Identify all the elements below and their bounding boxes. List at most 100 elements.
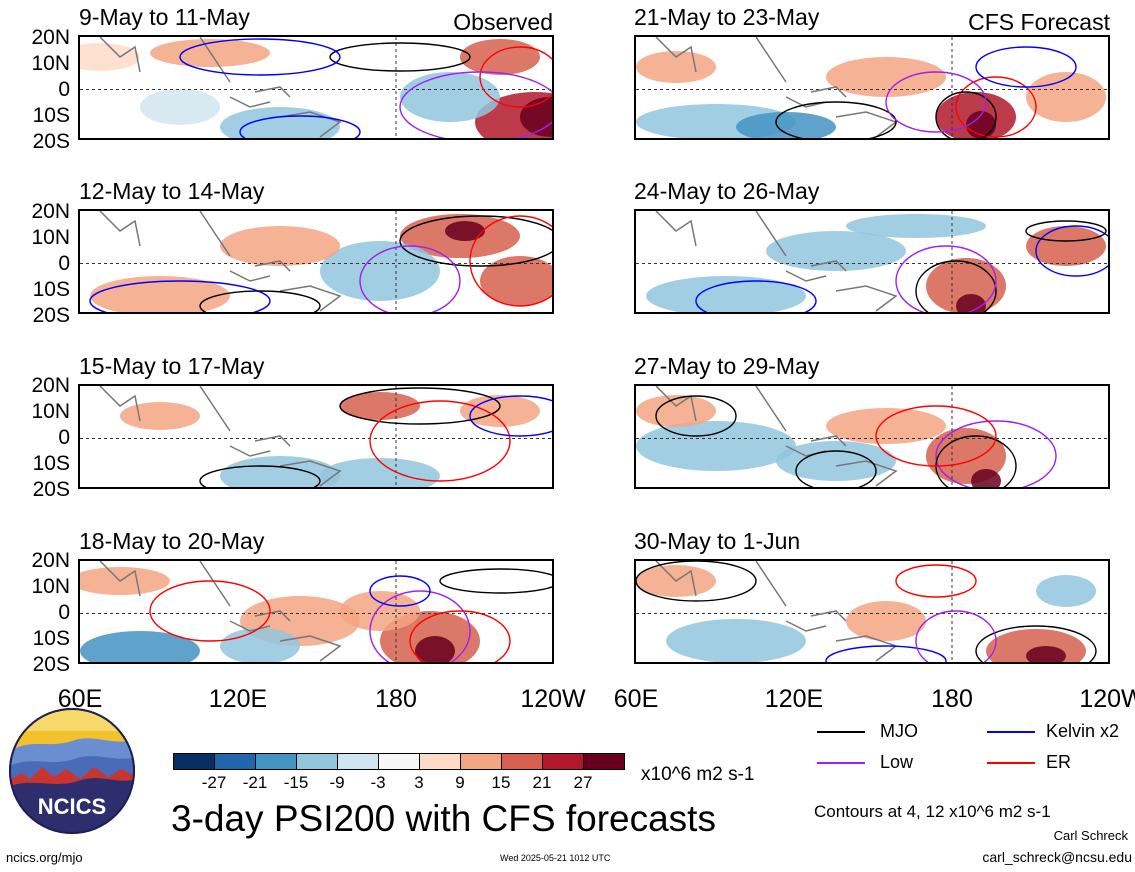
footer-url: ncics.org/mjo [6, 850, 83, 865]
contour-line [895, 245, 997, 312]
x-tick-label: 120E [764, 685, 824, 713]
contour-line [935, 91, 997, 138]
contour-line [369, 400, 511, 482]
contour-line [369, 590, 471, 662]
colorbar-swatch [542, 753, 584, 770]
x-tick-label: 60E [613, 685, 659, 713]
anomaly-shading [320, 458, 440, 487]
legend-mjo-line [817, 731, 865, 733]
y-tick-label: 10N [31, 52, 70, 75]
panel-title-2: 12-May to 14-May [79, 178, 265, 204]
map-panel-1 [78, 35, 554, 140]
contour-line [975, 625, 1097, 662]
colorbar-tick-label: -15 [283, 773, 309, 792]
colorbar-swatch [214, 753, 256, 770]
coastline [655, 386, 898, 487]
y-tick-label: 20N [31, 374, 70, 397]
contour-line [1025, 220, 1107, 242]
panel-title-4: 18-May to 20-May [79, 528, 265, 554]
y-tick-label: 0 [58, 426, 70, 449]
colorbar-swatch [173, 753, 215, 770]
colorbar-tick-label: 15 [491, 773, 511, 792]
forecast-label: CFS Forecast [968, 9, 1110, 35]
y-tick-label: 10N [31, 575, 70, 598]
coastline [99, 386, 342, 487]
anomaly-shading [1036, 575, 1096, 607]
coastline [655, 561, 898, 662]
legend-kelvin-line [987, 731, 1035, 733]
contour-line [935, 420, 1057, 487]
colorbar-swatch [501, 753, 543, 770]
coastline [99, 37, 342, 138]
contour-line [875, 405, 997, 467]
contour-line [915, 260, 997, 312]
colorbar-tick-label: -21 [242, 773, 268, 792]
y-tick-label: 10S [32, 278, 70, 301]
map-svg [80, 211, 552, 312]
colorbar-swatch [296, 753, 338, 770]
map-svg [80, 561, 552, 662]
contour-line [149, 580, 271, 642]
contour-line [399, 71, 552, 138]
y-tick-label: 20S [32, 478, 70, 501]
anomaly-shading [736, 112, 836, 138]
contour-line [239, 115, 361, 138]
anomaly-shading [826, 408, 946, 444]
contour-line [439, 568, 552, 594]
legend-er-line [987, 762, 1035, 764]
contour-line [469, 395, 552, 437]
legend-low-label: Low [880, 752, 914, 772]
anomaly-shading [1026, 646, 1066, 662]
colorbar-swatch [460, 753, 502, 770]
anomaly-shading [1026, 72, 1106, 122]
anomaly-shading [140, 89, 220, 125]
anomaly-shading [220, 226, 340, 266]
footer-timestamp: Wed 2025-05-21 1012 UTC [500, 853, 611, 863]
anomaly-shading [415, 636, 455, 662]
coastline [99, 211, 342, 312]
map-svg [80, 386, 552, 487]
footer-author: Carl Schreck [1053, 828, 1128, 843]
anomaly-shading [971, 469, 1001, 487]
anomaly-shading [846, 601, 926, 641]
logo-text: NCICS [38, 794, 106, 819]
map-svg [636, 37, 1108, 138]
contour-line [369, 575, 431, 607]
colorbar-swatch [337, 753, 379, 770]
observed-label: Observed [453, 9, 553, 35]
contour-line [469, 215, 552, 307]
colorbar-swatch [378, 753, 420, 770]
anomaly-shading [340, 591, 420, 631]
y-tick-label: 10S [32, 104, 70, 127]
map-panel-6 [634, 209, 1110, 314]
anomaly-shading [826, 57, 946, 97]
map-svg [636, 561, 1108, 662]
colorbar-tick-label: -3 [370, 773, 386, 792]
colorbar-swatch [419, 753, 461, 770]
contour-line [975, 46, 1077, 88]
legend-mjo-label: MJO [880, 721, 918, 741]
map-svg [636, 211, 1108, 312]
anomaly-shading [120, 402, 200, 430]
panel-title-8: 30-May to 1-Jun [634, 528, 801, 554]
anomaly-shading [776, 441, 896, 481]
anomaly-shading [445, 221, 485, 241]
anomaly-shading [636, 395, 716, 427]
map-svg [636, 386, 1108, 487]
map-panel-3 [78, 384, 554, 489]
coastline [655, 37, 898, 138]
contour-line [825, 645, 947, 662]
footer-email: carl_schreck@ncsu.edu [982, 849, 1132, 865]
y-tick-label: 20N [31, 200, 70, 223]
contour-line [479, 46, 552, 108]
x-tick-label: 60E [57, 685, 103, 713]
anomaly-shading [1026, 226, 1106, 266]
map-panel-2 [78, 209, 554, 314]
map-panel-8 [634, 559, 1110, 664]
panel-title-7: 27-May to 29-May [634, 353, 820, 379]
anomaly-shading [80, 631, 200, 662]
y-tick-label: 10N [31, 400, 70, 423]
colorbar-tick-label: 27 [573, 773, 593, 792]
y-tick-label: 20N [31, 549, 70, 572]
contour-line [409, 610, 511, 662]
